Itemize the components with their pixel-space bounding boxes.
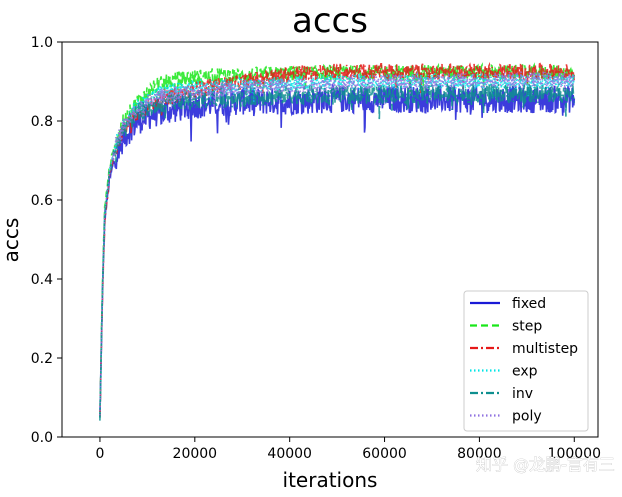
legend-label-poly: poly — [512, 409, 542, 425]
y-tick-label: 0.0 — [31, 430, 53, 446]
y-axis-ticks: 0.0 0.2 0.4 0.6 0.8 1.0 — [31, 35, 62, 446]
x-tick-label: 20000 — [173, 446, 218, 462]
legend-label-step: step — [512, 319, 542, 335]
x-tick-label: 40000 — [267, 446, 312, 462]
legend-label-exp: exp — [512, 364, 538, 380]
x-axis-label: iterations — [283, 468, 378, 492]
x-tick-label: 80000 — [457, 446, 502, 462]
x-tick-label: 60000 — [362, 446, 407, 462]
series-line-poly — [99, 69, 576, 416]
series-line-step — [99, 62, 576, 418]
legend-label-fixed: fixed — [512, 296, 546, 312]
series-layer — [99, 61, 576, 421]
watermark-text: 知乎 @龙鹏-言有三 — [476, 455, 615, 474]
x-axis-ticks: 0 20000 40000 60000 80000 100000 — [95, 437, 601, 462]
plot-frame — [61, 41, 599, 438]
series-line-multistep — [99, 61, 576, 418]
series-line-exp — [99, 71, 575, 418]
y-tick-label: 0.6 — [31, 193, 53, 209]
x-tick-label: 0 — [95, 446, 104, 462]
chart-title: accs — [292, 1, 368, 41]
y-axis-label: accs — [0, 218, 23, 263]
legend-label-multistep: multistep — [512, 341, 578, 357]
y-tick-label: 0.2 — [31, 351, 53, 367]
legend-label-inv: inv — [512, 386, 533, 402]
y-tick-label: 1.0 — [31, 35, 53, 51]
y-tick-label: 0.4 — [31, 272, 53, 288]
legend: fixed step multistep exp inv poly — [463, 290, 589, 432]
x-tick-label: 100000 — [548, 446, 601, 462]
y-tick-label: 0.8 — [31, 114, 53, 130]
